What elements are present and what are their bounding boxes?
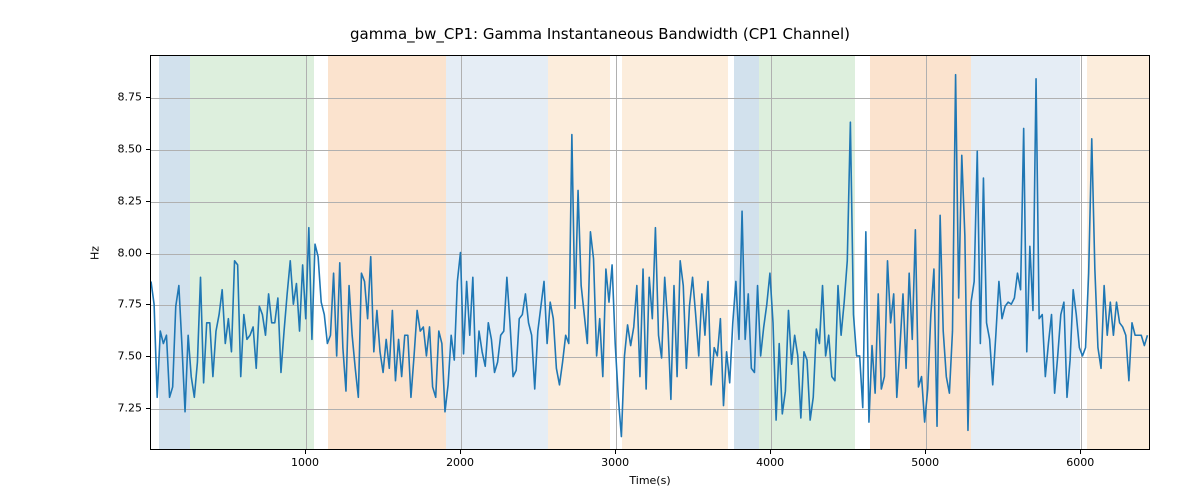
x-tick [615,450,616,454]
y-tick-label: 8.25 [110,194,142,207]
y-tick [146,253,150,254]
x-tick [305,450,306,454]
y-tick [146,356,150,357]
x-tick [925,450,926,454]
x-tick-label: 3000 [601,456,629,469]
y-tick [146,201,150,202]
x-tick-label: 1000 [291,456,319,469]
y-tick-label: 7.25 [110,402,142,415]
y-tick-label: 8.50 [110,142,142,155]
x-tick-label: 2000 [446,456,474,469]
x-tick-label: 6000 [1066,456,1094,469]
series-line [151,75,1147,437]
y-tick-label: 8.00 [110,246,142,259]
y-tick-label: 8.75 [110,90,142,103]
y-tick-label: 7.50 [110,350,142,363]
y-tick [146,97,150,98]
x-tick-label: 5000 [911,456,939,469]
figure: gamma_bw_CP1: Gamma Instantaneous Bandwi… [0,0,1200,500]
y-axis-label: Hz [89,245,102,259]
x-tick [770,450,771,454]
x-axis-label: Time(s) [629,474,670,487]
x-tick [1080,450,1081,454]
y-tick [146,149,150,150]
plot-area [150,55,1150,450]
y-tick [146,304,150,305]
line-series [151,56,1149,449]
x-tick [460,450,461,454]
chart-title: gamma_bw_CP1: Gamma Instantaneous Bandwi… [0,25,1200,43]
y-tick [146,408,150,409]
y-tick-label: 7.75 [110,298,142,311]
x-tick-label: 4000 [756,456,784,469]
